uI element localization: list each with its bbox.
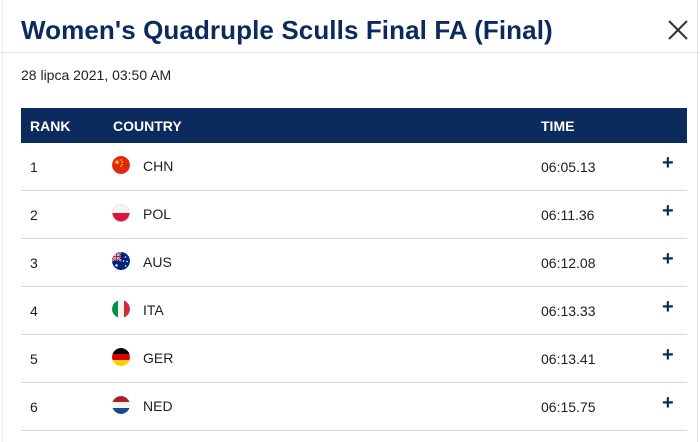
expand-plus-icon[interactable]: + [662,296,674,318]
table-row: 2 POL 06:11.36 + [21,191,687,239]
country-cell: AUS [143,254,172,270]
results-table: RANK COUNTRY TIME 1 CHN 06:05.13 + 2 [21,108,687,431]
table-row: 6 NED 06:15.75 + [21,383,687,431]
rank-cell: 6 [30,399,38,415]
expand-plus-icon[interactable]: + [662,392,674,414]
poland-flag-icon [112,204,130,222]
header-divider [0,52,700,53]
table-header: RANK COUNTRY TIME [21,108,687,143]
time-cell: 06:11.36 [541,207,595,223]
rank-cell: 2 [30,207,38,223]
table-row: 5 GER 06:13.41 + [21,335,687,383]
netherlands-flag-icon [112,396,130,414]
time-cell: 06:05.13 [541,159,596,175]
expand-plus-icon[interactable]: + [662,344,674,366]
italy-flag-icon [112,300,130,318]
expand-plus-icon[interactable]: + [662,152,674,174]
expand-plus-icon[interactable]: + [662,200,674,222]
country-cell: NED [143,398,173,414]
panel-left-border [2,0,3,442]
panel-right-border [697,0,698,442]
country-cell: POL [143,206,172,222]
rank-cell: 3 [30,255,38,271]
page-title: Women's Quadruple Sculls Final FA (Final… [21,15,553,45]
time-cell: 06:15.75 [541,399,596,415]
time-cell: 06:12.08 [541,255,596,271]
time-cell: 06:13.41 [541,351,596,367]
table-row: 4 ITA 06:13.33 + [21,287,687,335]
country-cell: CHN [143,158,174,174]
rank-cell: 4 [30,303,38,319]
column-header-rank: RANK [30,118,71,134]
china-flag-icon [112,156,130,174]
column-header-country: COUNTRY [113,118,182,134]
table-row: 1 CHN 06:05.13 + [21,143,687,191]
country-cell: ITA [143,302,164,318]
time-cell: 06:13.33 [541,303,596,319]
australia-flag-icon [112,252,130,270]
country-cell: GER [143,350,174,366]
rank-cell: 1 [30,159,38,175]
expand-plus-icon[interactable]: + [662,248,674,270]
table-row: 3 [21,239,687,287]
germany-flag-icon [112,348,130,366]
rank-cell: 5 [30,351,38,367]
close-icon[interactable] [667,19,689,41]
column-header-time: TIME [541,118,575,134]
event-date: 28 lipca 2021, 03:50 AM [21,67,172,83]
